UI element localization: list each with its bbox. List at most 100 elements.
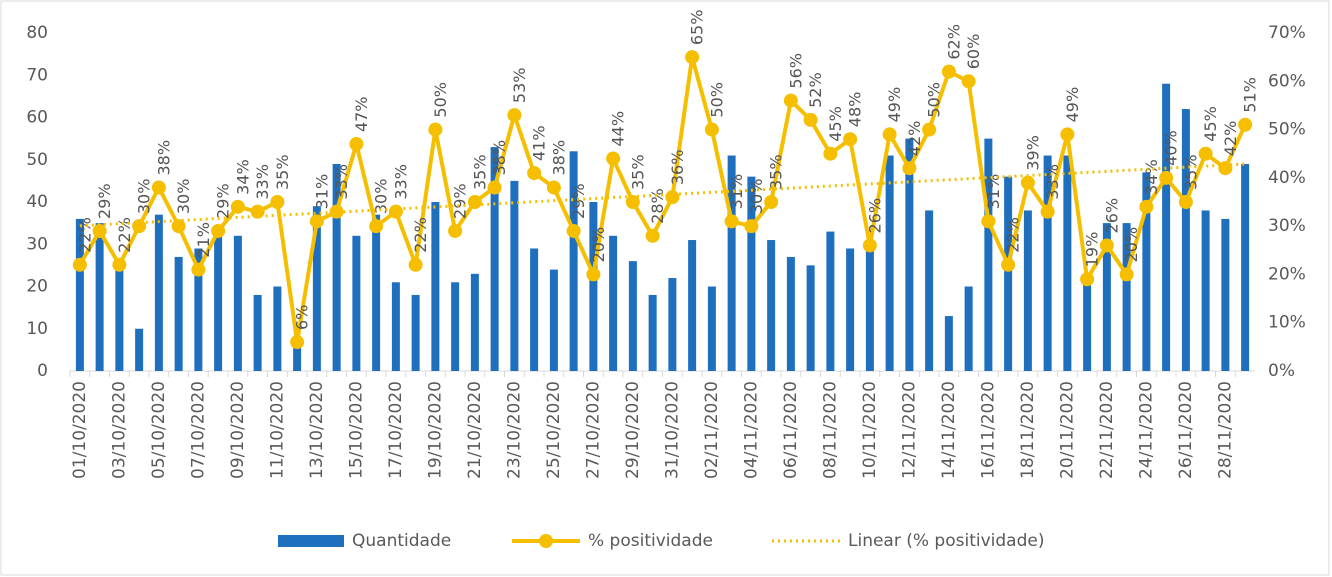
x-tick-label: 10/11/2020 xyxy=(860,381,880,479)
x-tick-label: 07/10/2020 xyxy=(188,381,208,479)
marker xyxy=(507,108,522,123)
bar xyxy=(411,294,420,371)
y2-tick-label: 50% xyxy=(1268,120,1306,140)
marker xyxy=(586,267,601,282)
data-label: 60% xyxy=(964,34,983,70)
x-tick-label: 31/10/2020 xyxy=(662,381,682,479)
bar xyxy=(767,240,776,371)
data-label: 30% xyxy=(747,179,766,215)
marker xyxy=(467,195,482,209)
data-label: 22% xyxy=(1004,217,1023,253)
data-label: 22% xyxy=(411,217,430,253)
bar xyxy=(786,256,795,371)
bar xyxy=(1201,210,1210,371)
y-tick-label: 40 xyxy=(26,192,48,212)
x-tick-label: 05/10/2020 xyxy=(149,381,169,479)
bar xyxy=(1181,109,1190,372)
marker xyxy=(1139,199,1154,214)
marker xyxy=(823,146,838,161)
x-tick-label: 03/10/2020 xyxy=(109,381,129,479)
y2-tick-label: 10% xyxy=(1268,313,1306,333)
bar xyxy=(549,269,558,371)
data-label: 45% xyxy=(826,106,845,142)
marker xyxy=(922,122,937,137)
marker xyxy=(606,151,621,166)
marker xyxy=(1178,195,1193,209)
bar xyxy=(984,138,993,371)
marker xyxy=(625,195,640,209)
marker xyxy=(72,257,87,272)
y2-tick-label: 20% xyxy=(1268,264,1306,284)
marker xyxy=(132,219,147,234)
bar xyxy=(530,248,539,371)
data-label: 35% xyxy=(1181,154,1200,190)
marker xyxy=(764,195,779,209)
trendline xyxy=(79,162,1246,228)
data-label: 21% xyxy=(194,222,213,258)
marker xyxy=(902,161,917,176)
x-tick-label: 25/10/2020 xyxy=(544,381,564,479)
marker xyxy=(1020,175,1035,190)
marker xyxy=(92,223,107,238)
y2-tick-label: 60% xyxy=(1268,71,1306,91)
marker xyxy=(1238,117,1253,132)
data-label: 30% xyxy=(135,179,154,215)
data-label: 49% xyxy=(885,87,904,123)
y2-tick-label: 70% xyxy=(1268,23,1306,43)
marker xyxy=(981,214,996,229)
data-label: 49% xyxy=(1063,87,1082,123)
bar xyxy=(1004,176,1013,371)
marker xyxy=(783,93,798,108)
x-tick-label: 26/11/2020 xyxy=(1176,381,1196,479)
bar xyxy=(569,151,578,371)
marker xyxy=(448,223,463,238)
marker xyxy=(1218,161,1233,176)
bar xyxy=(609,235,618,371)
y-tick-label: 10 xyxy=(26,319,48,339)
bar xyxy=(925,210,934,371)
bar xyxy=(372,214,381,371)
x-tick-label: 11/10/2020 xyxy=(267,381,287,479)
data-label: 52% xyxy=(806,72,825,108)
data-label: 34% xyxy=(1142,159,1161,195)
marker xyxy=(645,228,660,243)
marker xyxy=(744,219,759,234)
data-label: 40% xyxy=(1162,130,1181,166)
bar xyxy=(1122,223,1131,371)
data-label: 62% xyxy=(944,24,963,60)
data-label: 30% xyxy=(372,179,391,215)
data-label: 30% xyxy=(174,179,193,215)
marker xyxy=(961,74,976,89)
bar xyxy=(1102,223,1111,371)
bar xyxy=(214,235,223,371)
bar xyxy=(905,138,914,371)
marker xyxy=(1080,272,1095,287)
data-label: 29% xyxy=(451,183,470,219)
data-label: 36% xyxy=(668,150,687,186)
x-tick-label: 29/10/2020 xyxy=(623,381,643,479)
bar xyxy=(806,265,815,371)
bar xyxy=(1241,163,1250,371)
bar xyxy=(747,176,756,371)
marker xyxy=(704,122,719,137)
marker xyxy=(428,122,443,137)
y-tick-label: 30 xyxy=(26,234,48,254)
bar xyxy=(885,155,894,371)
data-label: 20% xyxy=(1122,227,1141,263)
x-tick-label: 12/11/2020 xyxy=(899,381,919,479)
y-tick-label: 60 xyxy=(26,108,48,128)
marker xyxy=(1040,204,1055,219)
data-label: 31% xyxy=(984,174,1003,210)
data-label: 33% xyxy=(391,164,410,200)
x-tick-label: 21/10/2020 xyxy=(465,381,485,479)
x-tick-label: 01/10/2020 xyxy=(70,381,90,479)
x-tick-label: 22/11/2020 xyxy=(1097,381,1117,479)
marker xyxy=(941,64,956,79)
x-tick-label: 14/11/2020 xyxy=(939,381,959,479)
bar xyxy=(668,278,677,371)
data-label: 45% xyxy=(1201,106,1220,142)
legend-label: Quantidade xyxy=(352,531,451,551)
x-tick-label: 13/10/2020 xyxy=(307,381,327,479)
data-label: 22% xyxy=(75,217,94,253)
data-label: 38% xyxy=(549,140,568,176)
